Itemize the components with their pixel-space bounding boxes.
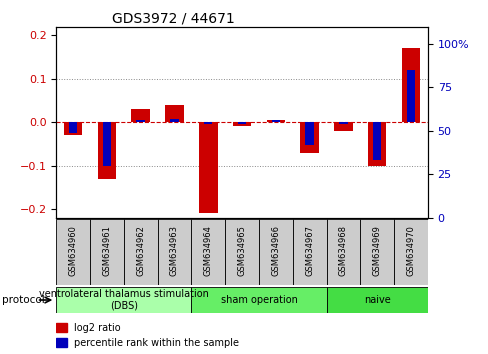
Bar xyxy=(326,287,427,313)
Text: GSM634969: GSM634969 xyxy=(372,225,381,276)
Bar xyxy=(367,122,386,166)
Text: sham operation: sham operation xyxy=(220,295,297,305)
Text: GSM634967: GSM634967 xyxy=(305,225,313,276)
Bar xyxy=(56,323,66,332)
Bar xyxy=(203,122,212,124)
Bar xyxy=(98,122,116,179)
Bar xyxy=(372,122,381,160)
Text: naive: naive xyxy=(363,295,390,305)
Bar xyxy=(157,219,191,285)
Bar xyxy=(123,219,157,285)
Bar xyxy=(333,122,352,131)
Bar xyxy=(237,122,246,124)
Bar xyxy=(136,120,144,122)
Bar xyxy=(131,109,150,122)
Bar xyxy=(271,120,280,122)
Bar xyxy=(292,219,326,285)
Bar xyxy=(224,219,259,285)
Bar xyxy=(64,122,82,135)
Bar xyxy=(56,287,191,313)
Bar xyxy=(191,219,224,285)
Bar xyxy=(401,48,419,122)
Text: GSM634966: GSM634966 xyxy=(271,225,280,276)
Bar xyxy=(266,120,285,122)
Bar xyxy=(305,122,313,145)
Bar xyxy=(232,122,251,126)
Text: GSM634964: GSM634964 xyxy=(203,225,212,276)
Bar xyxy=(102,122,111,166)
Text: GSM634965: GSM634965 xyxy=(237,225,246,276)
Text: GSM634970: GSM634970 xyxy=(406,225,415,276)
Text: log2 ratio: log2 ratio xyxy=(74,322,121,332)
Text: protocol: protocol xyxy=(2,295,45,305)
Bar xyxy=(90,219,123,285)
Text: GSM634968: GSM634968 xyxy=(338,225,347,276)
Bar xyxy=(56,219,90,285)
Text: GSM634961: GSM634961 xyxy=(102,225,111,276)
Bar xyxy=(69,122,77,132)
Text: GSM634960: GSM634960 xyxy=(68,225,78,276)
Text: GDS3972 / 44671: GDS3972 / 44671 xyxy=(112,11,234,25)
Bar xyxy=(406,70,414,122)
Bar xyxy=(165,105,183,122)
Bar xyxy=(339,122,347,124)
Text: GSM634962: GSM634962 xyxy=(136,225,145,276)
Bar xyxy=(56,338,66,347)
Text: GSM634963: GSM634963 xyxy=(170,225,179,276)
Text: percentile rank within the sample: percentile rank within the sample xyxy=(74,338,239,348)
Bar xyxy=(360,219,393,285)
Bar xyxy=(259,219,292,285)
Bar xyxy=(170,119,178,122)
Bar xyxy=(191,287,326,313)
Bar xyxy=(300,122,318,153)
Bar xyxy=(326,219,360,285)
Bar xyxy=(393,219,427,285)
Bar xyxy=(199,122,217,213)
Text: ventrolateral thalamus stimulation
(DBS): ventrolateral thalamus stimulation (DBS) xyxy=(39,289,208,311)
